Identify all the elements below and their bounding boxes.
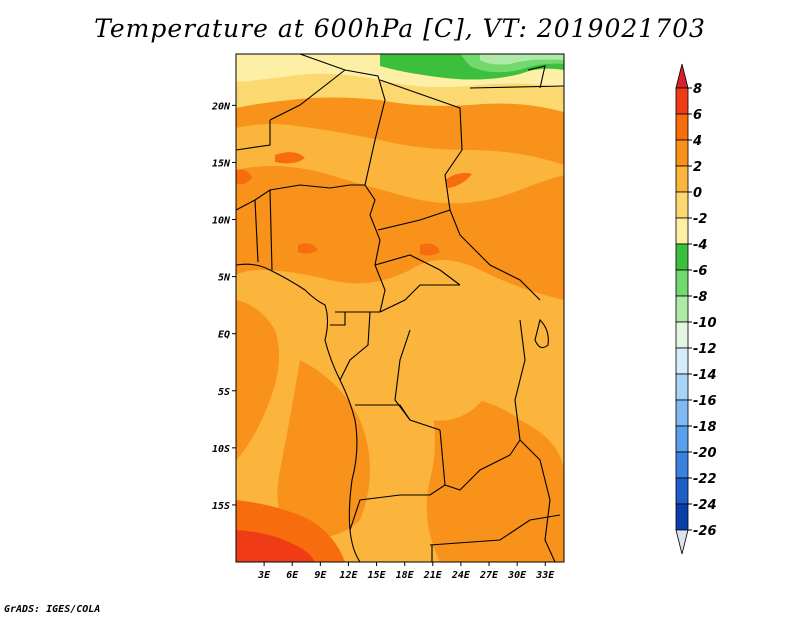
colorbar-top-arrow (675, 63, 689, 89)
colorbar-segment (675, 347, 689, 375)
colorbar-label: -14 (693, 368, 717, 383)
field-band-0-to-2-congo (386, 288, 502, 421)
lon-tick-label: 24E (451, 570, 471, 581)
colorbar-label: -12 (693, 342, 717, 357)
lat-tick-label: 15S (212, 501, 230, 512)
map-title: Temperature at 600hPa [C], VT: 201902170… (94, 14, 706, 43)
lon-tick-label: 18E (396, 570, 415, 581)
colorbar-segment (675, 477, 689, 505)
field-spot-4-to-6-e (298, 243, 318, 254)
colorbar-label: -22 (693, 472, 717, 487)
colorbar-segment (675, 87, 689, 115)
lon-tick-label: 30E (507, 570, 527, 581)
map-frame (235, 53, 565, 563)
grads-credit: GrADS: IGES/COLA (4, 604, 101, 615)
lat-tick-label: 15N (212, 158, 231, 169)
lon-tick-label: 15E (368, 570, 387, 581)
border-line-o (349, 429, 446, 531)
lon-tick-label: 27E (479, 570, 499, 581)
colorbar-label: 4 (692, 134, 702, 149)
colorbar-segment (675, 113, 689, 141)
border-line-e (254, 199, 259, 263)
lon-tick-label: 3E (257, 570, 271, 581)
border-line-s (469, 85, 564, 89)
atlantic-coastline (236, 263, 361, 562)
lon-tick-label: 33E (535, 570, 555, 581)
colorbar-label: 6 (693, 108, 702, 123)
colorbar-label: -8 (693, 290, 707, 305)
border-line-m (394, 329, 441, 431)
border-line-c (236, 120, 271, 151)
field-band-neg10-to-neg8 (480, 54, 564, 65)
border-line-q (429, 514, 561, 546)
colorbar-segment (675, 451, 689, 479)
colorbar-segment (675, 269, 689, 297)
lon-tick-label: 6E (286, 570, 299, 581)
lat-tick-label: 5N (218, 273, 231, 284)
lon-tick-label: 21E (423, 570, 443, 581)
nile-outline (527, 65, 546, 89)
colorbar-label: -2 (693, 212, 707, 227)
lake-victoria-outline (534, 318, 549, 349)
rift-lakes-outline (514, 319, 556, 562)
colorbar-segment (675, 243, 689, 271)
colorbar-label: -16 (693, 394, 717, 409)
border-line-n (355, 404, 411, 421)
border-line-b (269, 69, 346, 121)
colorbar-segment (675, 139, 689, 167)
colorbar-label: 2 (693, 160, 702, 175)
colorbar-segment (675, 191, 689, 219)
colorbar-segment (675, 399, 689, 427)
colorbar: 8 6 4 2 0 -2 -4 -6 -8 -10 -12 -14 -16 -18 -20 -22 -24 -26 (675, 63, 717, 555)
field-spot-4-to-6-a (275, 152, 305, 164)
field-band-2-to-4-sahel (236, 166, 564, 300)
colorbar-segment (675, 503, 689, 531)
colorbar-label: -18 (693, 420, 717, 435)
temperature-field (236, 54, 564, 562)
colorbar-label: -4 (693, 238, 707, 253)
lat-tick-label: 10S (212, 444, 230, 455)
colorbar-bottom-arrow (675, 529, 689, 555)
border-line-f (269, 189, 273, 271)
border-line-l (339, 311, 371, 381)
field-band-2-to-4-coast (236, 300, 279, 460)
lat-tick-label: 5S (218, 387, 230, 398)
colorbar-segment (675, 217, 689, 245)
border-line-a (299, 54, 386, 313)
field-spot-4-to-6-d (420, 243, 440, 256)
colorbar-segment (675, 425, 689, 453)
colorbar-segment (675, 321, 689, 349)
field-spot-4-to-6-b (236, 169, 252, 185)
colorbar-label: 0 (693, 186, 702, 201)
lon-tick-label: 9E (314, 570, 327, 581)
lat-tick-label: 10N (212, 216, 231, 227)
border-line-h (377, 209, 451, 231)
border-line-p (444, 439, 521, 491)
colorbar-segment (675, 295, 689, 323)
colorbar-segment (675, 165, 689, 193)
colorbar-label: -10 (693, 316, 717, 331)
latitude-axis: 20N 15N 10N 5N EQ 5S 10S 15S (211, 101, 236, 512)
country-borders (236, 54, 564, 562)
border-line-k (330, 312, 346, 326)
colorbar-segment (675, 373, 689, 401)
border-line-j (335, 284, 460, 313)
colorbar-label: -26 (693, 524, 717, 539)
field-spot-4-to-6-c (445, 172, 472, 188)
border-line-i (374, 254, 461, 286)
colorbar-label: -24 (693, 498, 717, 513)
colorbar-label: -20 (693, 446, 717, 461)
lat-tick-label: EQ (218, 330, 230, 341)
colorbar-label: 8 (693, 82, 702, 97)
lat-tick-label: 20N (211, 101, 231, 112)
field-band-2-to-4-angola (277, 360, 370, 540)
longitude-axis: 3E 6E 9E 12E 15E 18E 21E 24E 27E 30E 33E (257, 562, 555, 581)
colorbar-label: -6 (693, 264, 707, 279)
field-band-6-to-8-southwest (236, 530, 315, 562)
lon-tick-label: 12E (339, 570, 358, 581)
